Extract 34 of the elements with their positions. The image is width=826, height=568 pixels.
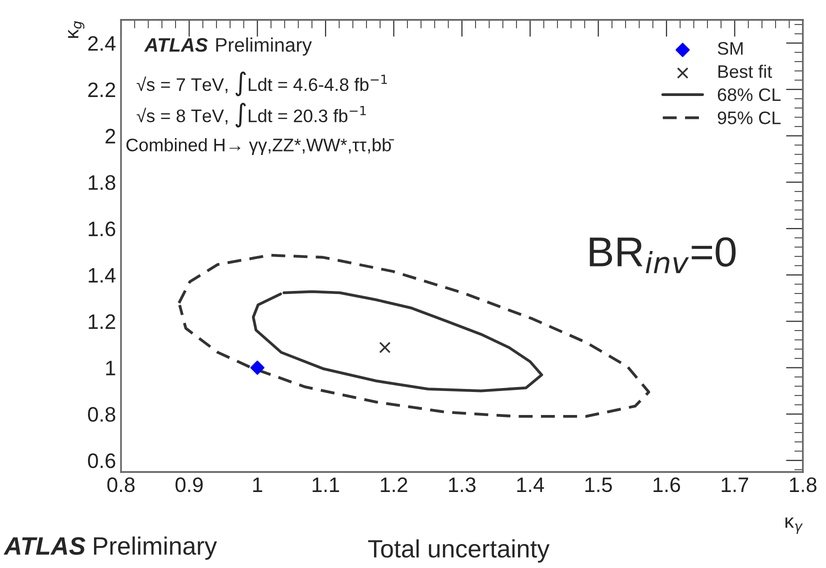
y-tick-label: 0.8 bbox=[88, 407, 116, 422]
x-tick-label: 1.2 bbox=[380, 477, 408, 492]
x-tick-label: 1.4 bbox=[517, 478, 544, 492]
x-tick-label: 1.5 bbox=[585, 478, 612, 492]
legend-label: 68% CL bbox=[718, 88, 781, 102]
annotation: √s = 7 TeV, ∫Ldt = 4.6-4.8 fb$^{−1}$ bbox=[136, 72, 387, 96]
legend-label: 95% CL bbox=[718, 111, 781, 124]
legend-label: Best fit bbox=[718, 64, 772, 78]
y-tick-label: 2.2 bbox=[88, 82, 116, 97]
line-series bbox=[252, 290, 544, 392]
y-tick-label: 2 bbox=[106, 128, 116, 144]
annotation: √s = 8 TeV, ∫Ldt = 20.3 fb$^{−1}$ bbox=[136, 102, 366, 128]
text: ATLAS Preliminary bbox=[4, 536, 217, 560]
y-tick-label: 1.8 bbox=[88, 175, 116, 190]
y-tick-label: 1.6 bbox=[88, 222, 116, 236]
legend-label: SM bbox=[718, 42, 743, 55]
annotation: ATLAS Preliminary bbox=[144, 38, 312, 56]
y-tick-label: 2.4 bbox=[88, 36, 116, 51]
y-tick-label: 1.4 bbox=[88, 268, 116, 282]
annotation: Combined H→ γγ,ZZ*,WW*,ττ,bb̄ bbox=[126, 138, 394, 155]
text: Total uncertainty bbox=[368, 539, 550, 563]
annotation: BR$_{inv}$=0 bbox=[590, 237, 736, 274]
x-tick-label: 1.8 bbox=[790, 477, 816, 492]
y-tick-label: 1 bbox=[106, 360, 116, 376]
y-tick-label: 1.2 bbox=[88, 314, 116, 329]
x-axis-title: κ$_{γ}$ bbox=[786, 518, 803, 534]
x-tick-label: 1.7 bbox=[722, 478, 748, 492]
x-tick-label: 1.6 bbox=[654, 477, 680, 492]
x-tick-label: 0.9 bbox=[176, 477, 203, 492]
x-tick-label: 1.1 bbox=[312, 478, 340, 492]
y-tick-label: 0.6 bbox=[88, 453, 116, 468]
x-tick-label: 1.3 bbox=[449, 477, 476, 492]
x-tick-label: 1 bbox=[253, 478, 262, 492]
y-axis-title: κ$_{g}$ bbox=[68, 21, 84, 38]
